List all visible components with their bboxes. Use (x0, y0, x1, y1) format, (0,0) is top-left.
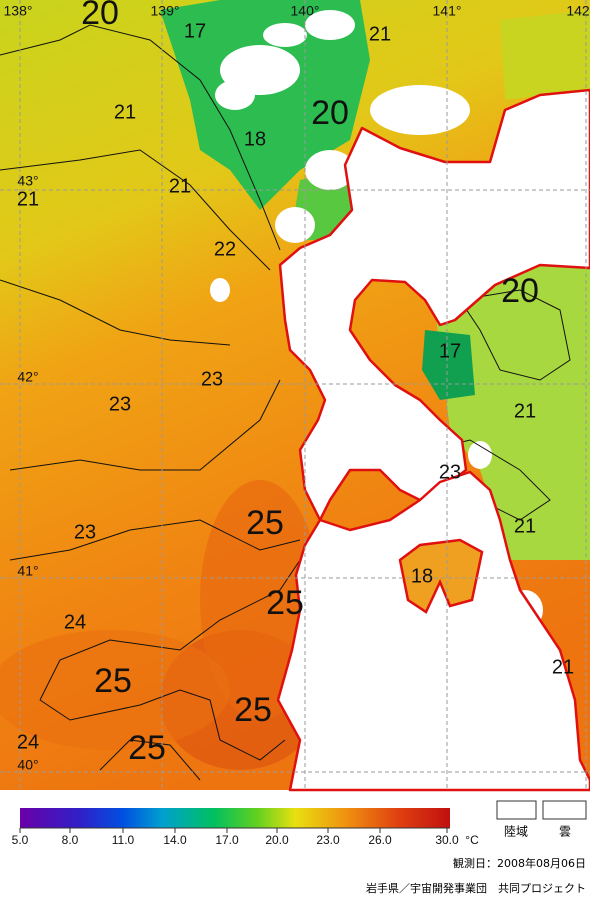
contour-label: 21 (514, 515, 536, 537)
contour-label: 24 (17, 731, 39, 753)
colorbar-tick-label: 26.0 (368, 833, 392, 847)
longitude-label: 138° (4, 3, 33, 19)
observation-date: 観測日：2008年08月06日 (453, 856, 586, 870)
contour-label: 21 (17, 188, 39, 210)
contour-label: 21 (552, 656, 574, 678)
contour-label: 20 (311, 94, 349, 132)
contour-label: 20 (501, 272, 539, 310)
cloud-swatch (542, 800, 587, 820)
contours (0, 24, 571, 781)
contour-label: 22 (214, 238, 236, 260)
colorbar-tick-label: 30.0 (435, 833, 459, 847)
land (276, 88, 590, 792)
colorbar-tick-label: 14.0 (163, 833, 187, 847)
latitude-label: 40° (17, 757, 38, 773)
contour-label: 25 (246, 504, 284, 542)
contour-label: 21 (369, 23, 391, 45)
contour-label: 21 (169, 175, 191, 197)
contour-label: 20 (81, 0, 119, 32)
legend-land: 陸域 (504, 825, 528, 839)
contour-label: 18 (244, 128, 266, 150)
credit: 岩手県／宇宙開発事業団 共同プロジェクト (366, 881, 586, 895)
colorbar (20, 808, 450, 829)
contour-label: 18 (411, 565, 433, 587)
longitude-label: 141° (433, 3, 462, 19)
colorbar-tick-label: 20.0 (265, 833, 289, 847)
contour-label: 17 (184, 20, 206, 42)
contour-label: 23 (109, 393, 131, 415)
contour-label: 23 (74, 521, 96, 543)
longitude-label: 139° (151, 3, 180, 19)
latitude-label: 42° (17, 369, 38, 385)
longitude-label: 140° (291, 3, 320, 19)
contour-label: 21 (514, 400, 536, 422)
contour-label: 24 (64, 611, 86, 633)
latitude-label: 43° (17, 173, 38, 189)
contour-label: 17 (439, 340, 461, 362)
map-labels: 138° 139° 140° 141° 142 43° 42° 41° 40° 20 17 21 21 1… (4, 0, 590, 773)
colorbar-tick-label: 23.0 (316, 833, 340, 847)
contour-label: 25 (94, 662, 132, 700)
contour-label: 21 (114, 101, 136, 123)
contour-label: 25 (128, 729, 166, 767)
contour-label: 25 (234, 691, 272, 729)
contour-label: 25 (266, 584, 304, 622)
contour-label: 23 (439, 461, 461, 483)
colorbar-unit: °C (465, 833, 479, 847)
colorbar-ticks: 5.0 8.0 11.0 14.0 17.0 20.0 23.0 26.0 30.0 (12, 828, 459, 847)
colorbar-tick-label: 8.0 (62, 833, 79, 847)
colorbar-tick-label: 17.0 (215, 833, 239, 847)
clouds (210, 10, 543, 630)
colorbar-tick-label: 11.0 (112, 833, 135, 847)
latitude-label: 41° (17, 563, 38, 579)
colorbar-tick-label: 5.0 (12, 833, 29, 847)
land-swatch (496, 800, 537, 820)
contour-label: 23 (201, 368, 223, 390)
longitude-label: 142 (566, 3, 590, 19)
legend-cloud: 雲 (559, 825, 571, 839)
graticule (0, 0, 590, 790)
